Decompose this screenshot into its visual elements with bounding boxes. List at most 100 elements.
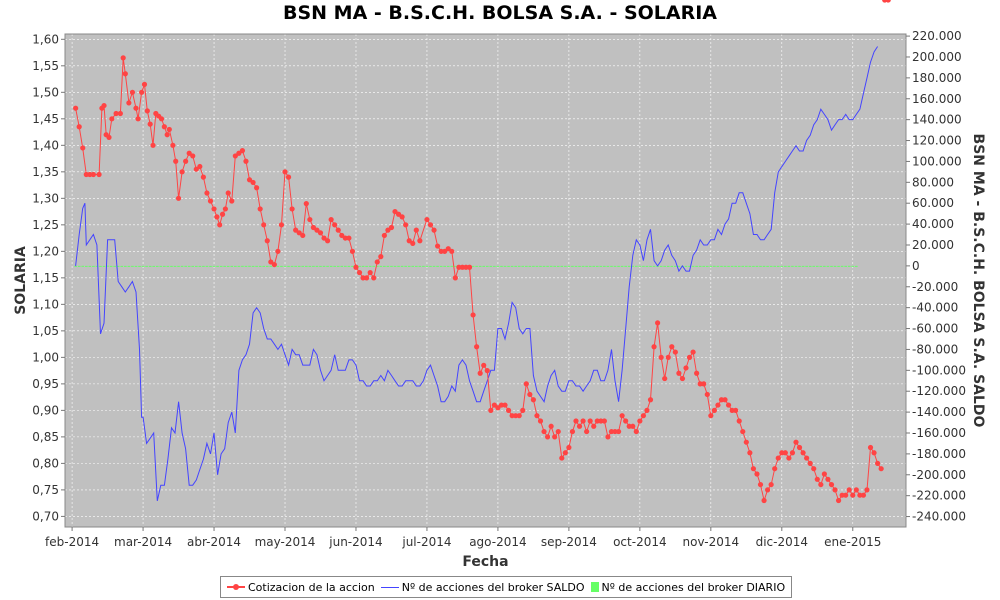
y-tick-label: 1,10 — [32, 297, 59, 311]
diario-bar — [415, 265, 418, 267]
diario-bar — [642, 265, 645, 267]
diario-bar — [705, 265, 709, 267]
diario-bar — [766, 265, 769, 267]
price-point — [278, 222, 285, 228]
diario-bar — [823, 265, 826, 267]
price-point — [144, 108, 150, 114]
price-point — [644, 407, 650, 413]
diario-bar — [741, 265, 745, 267]
price-point — [96, 171, 102, 178]
y-tick-label: 1,60 — [32, 32, 59, 46]
diario-bar — [748, 265, 752, 267]
diario-bar — [187, 265, 191, 267]
price-point — [768, 481, 774, 488]
legend-diario-label: Nº de acciones del broker DIARIO — [601, 580, 786, 594]
diario-bar — [723, 265, 727, 267]
y2-tick-label: 20.000 — [912, 238, 954, 252]
price-point — [765, 487, 771, 493]
price-point — [289, 206, 295, 212]
diario-bar — [312, 265, 315, 267]
legend-price-label: Cotizacion de la accion — [248, 580, 375, 594]
price-point — [878, 466, 884, 472]
price-point — [846, 487, 852, 493]
price-point — [832, 487, 838, 493]
diario-bar — [297, 265, 301, 267]
price-point — [867, 444, 874, 451]
diario-bar — [688, 265, 691, 267]
y2-tick-label: 160.000 — [912, 92, 962, 106]
legend-item-diario[interactable]: Nº de acciones del broker DIARIO — [590, 580, 786, 594]
price-point — [527, 391, 533, 398]
diario-bar — [695, 265, 698, 267]
price-point — [317, 230, 324, 236]
diario-bar — [613, 265, 617, 267]
diario-bar — [482, 265, 486, 267]
diario-bar — [454, 265, 457, 267]
price-point — [584, 428, 590, 435]
legend-item-saldo[interactable]: Nº de acciones del broker SALDO — [380, 581, 585, 594]
price-point — [117, 110, 123, 117]
diario-bar — [553, 265, 556, 267]
diario-bar — [131, 265, 134, 267]
price-point — [374, 259, 380, 265]
diario-bar — [525, 265, 528, 267]
y2-tick-label: 60.000 — [912, 196, 954, 210]
diario-bar — [138, 265, 141, 267]
diario-bar — [521, 265, 525, 267]
price-point — [850, 492, 856, 498]
diario-bar — [603, 265, 606, 267]
legend-item-price[interactable]: Cotizacion de la accion — [227, 581, 375, 594]
diario-bar — [475, 265, 478, 267]
diario-bar — [571, 265, 574, 267]
price-point — [619, 413, 625, 419]
diario-bar — [564, 265, 567, 267]
price-point — [835, 497, 842, 504]
diario-bar — [610, 265, 613, 267]
price-point — [314, 227, 320, 233]
price-point — [605, 434, 611, 440]
y-tick-label: 0,90 — [32, 403, 59, 417]
price-point — [623, 418, 629, 424]
y2-tick-label: -200.000 — [912, 468, 966, 482]
price-point — [236, 150, 242, 156]
axis-ticks: 0,70 0,75 0,80 0,85 0,90 0,95 1,00 1,05 1,10 1,15… — [32, 29, 966, 549]
price-point — [701, 381, 707, 387]
price-point — [694, 370, 700, 376]
diario-bar — [819, 265, 823, 267]
x-tick-label: dic-2014 — [756, 535, 808, 549]
price-point — [395, 211, 402, 217]
diario-bar — [234, 265, 237, 267]
y2-tick-label: 100.000 — [912, 154, 962, 168]
price-point — [307, 216, 313, 223]
price-point — [704, 391, 710, 398]
price-point — [711, 407, 717, 413]
price-line-group — [73, 0, 891, 504]
price-point — [555, 428, 561, 435]
price-point — [371, 275, 377, 281]
diario-bar — [81, 265, 85, 267]
plot-frame — [64, 33, 907, 528]
diario-bar — [691, 265, 695, 267]
diario-bar — [528, 265, 532, 267]
diario-bar — [638, 265, 642, 267]
y-tick-label: 1,40 — [32, 138, 59, 152]
price-point — [80, 145, 86, 151]
price-point — [413, 227, 419, 233]
y2-tick-label: -120.000 — [912, 384, 966, 398]
price-point — [736, 418, 742, 424]
legend-price-swatch — [227, 582, 245, 592]
diario-bar — [578, 265, 581, 267]
diario-bar — [517, 265, 521, 267]
price-point — [122, 71, 128, 77]
price-point — [378, 254, 384, 260]
diario-bar — [294, 265, 297, 267]
x-tick-label: may-2014 — [255, 535, 316, 549]
diario-bar — [241, 265, 244, 267]
diario-bar — [847, 265, 851, 267]
price-point — [207, 198, 214, 204]
price-point — [129, 89, 136, 95]
diario-bar — [837, 265, 840, 267]
price-point — [332, 222, 338, 228]
price-point — [246, 177, 253, 183]
price-point — [715, 402, 721, 408]
